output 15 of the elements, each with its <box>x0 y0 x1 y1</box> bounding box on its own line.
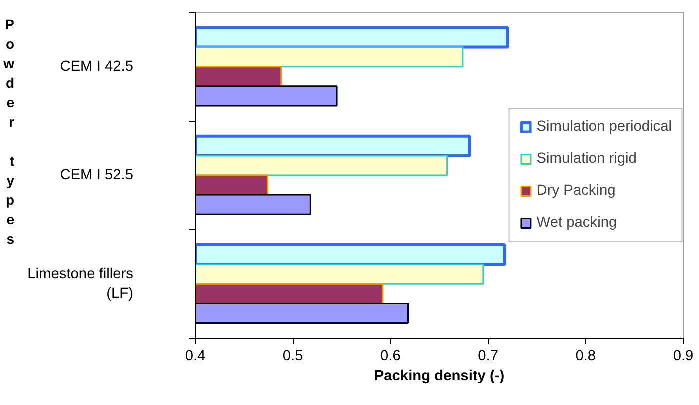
legend-label: Simulation periodical <box>536 119 672 135</box>
y-tick-label: Limestone fillers (LF) <box>28 266 134 302</box>
legend-label: Wet packing <box>536 215 618 231</box>
y-tick-label: CEM I 42.5 <box>60 58 134 75</box>
y-tick-label: CEM I 52.5 <box>60 168 134 184</box>
x-tick-label: 0.9 <box>673 348 694 364</box>
x-tick-label: 0.5 <box>282 348 304 364</box>
legend-label: Simulation rigid <box>536 151 637 167</box>
x-tick-label: 0.6 <box>380 348 401 364</box>
x-tick-label: 0.4 <box>185 348 206 364</box>
x-axis-title: Packing density (-) <box>374 368 505 384</box>
text: Powder types <box>4 16 15 247</box>
legend-label: Dry Packing <box>536 183 616 199</box>
x-tick-label: 0.7 <box>478 348 498 364</box>
x-tick-label: 0.8 <box>576 348 596 364</box>
